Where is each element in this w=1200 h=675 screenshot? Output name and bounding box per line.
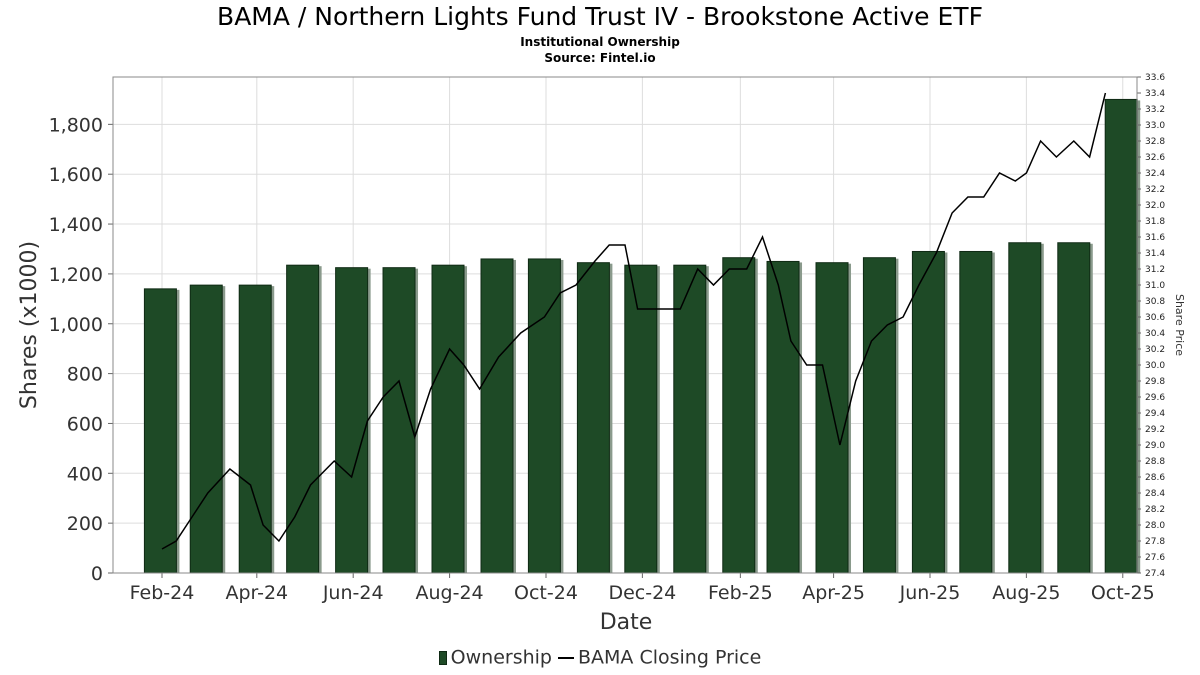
ownership-bar (480, 258, 514, 574)
ownership-bar (766, 260, 800, 574)
y-tick-label: 400 (67, 463, 103, 485)
y2-tick-label: 33.6 (1145, 73, 1165, 83)
y2-tick-label: 32.0 (1145, 201, 1165, 211)
y2-tick-label: 27.8 (1145, 537, 1165, 547)
ownership-bar (527, 258, 561, 574)
ownership-bar (238, 284, 272, 574)
axes: 0 200 400 600 800 1,000 1,200 1,400 1,600 1,800 Fe… (49, 73, 1166, 604)
y-tick-label: 1,000 (49, 314, 103, 336)
y2-axis-label: Share Price (1173, 294, 1186, 356)
y2-tick-label: 28.0 (1145, 521, 1165, 531)
x-tick-label: Dec-24 (608, 582, 676, 604)
price-line (161, 92, 1107, 550)
y-tick-label: 0 (91, 563, 103, 585)
ownership-bar (576, 262, 610, 574)
y-tick-label: 1,800 (49, 114, 103, 136)
y2-tick-label: 30.8 (1145, 297, 1165, 307)
price-line-group (161, 92, 1107, 550)
x-tick-label: Aug-24 (416, 582, 484, 604)
y2-tick-label: 27.4 (1145, 569, 1165, 579)
x-tick-label: Apr-25 (802, 582, 865, 604)
chart-source: Source: Fintel.io (544, 51, 656, 65)
plot-frame (112, 76, 1138, 574)
x-tick-label: Oct-25 (1091, 582, 1155, 604)
y-tick-label: 800 (67, 364, 103, 386)
ownership-bar (862, 257, 896, 574)
x-tick-label: Jun-24 (322, 582, 384, 604)
y2-tick-label: 30.0 (1145, 361, 1165, 371)
y2-tick-label: 28.8 (1145, 457, 1165, 467)
y2-tick-label: 31.0 (1145, 281, 1165, 291)
x-tick-label: Apr-24 (225, 582, 288, 604)
legend-price-swatch (558, 656, 574, 659)
y2-tick-label: 30.2 (1145, 345, 1165, 355)
ownership-bar (911, 250, 945, 574)
x-tick-label: Jun-25 (899, 582, 961, 604)
chart-title: BAMA / Northern Lights Fund Trust IV - B… (217, 2, 983, 31)
ownership-bar (431, 264, 465, 574)
y2-tick-label: 27.6 (1145, 553, 1165, 563)
ownership-bars (143, 98, 1141, 574)
y2-tick-label: 30.6 (1145, 313, 1165, 323)
y2-tick-label: 29.8 (1145, 377, 1165, 387)
y2-tick-label: 32.4 (1145, 169, 1165, 179)
y2-tick-label: 32.8 (1145, 137, 1165, 147)
y2-tick-label: 29.2 (1145, 425, 1165, 435)
y2-tick-label: 28.6 (1145, 473, 1165, 483)
ownership-bar (815, 262, 849, 574)
y2-tick-label: 28.4 (1145, 489, 1165, 499)
y2-tick-label: 31.8 (1145, 217, 1165, 227)
y2-tick-label: 28.2 (1145, 505, 1165, 515)
y2-tick-label: 31.2 (1145, 265, 1165, 275)
ownership-bar (624, 264, 658, 574)
y2-tick-label: 31.6 (1145, 233, 1165, 243)
y2-tick-label: 29.0 (1145, 441, 1165, 451)
ownership-bar (1008, 242, 1042, 574)
y-tick-label: 600 (67, 413, 103, 435)
ownership-bar (959, 250, 993, 574)
ownership-bar (673, 264, 707, 574)
ownership-bar (1057, 242, 1091, 574)
y-tick-label: 200 (67, 513, 103, 535)
ownership-bar (335, 267, 369, 574)
x-tick-label: Aug-25 (992, 582, 1060, 604)
y-tick-label: 1,400 (49, 214, 103, 236)
ownership-bar (1104, 98, 1138, 574)
y2-tick-label: 29.6 (1145, 393, 1165, 403)
ownership-bar (189, 284, 223, 574)
x-tick-label: Feb-24 (130, 582, 195, 604)
y2-tick-label: 30.4 (1145, 329, 1165, 339)
chart-subtitle: Institutional Ownership (520, 35, 680, 49)
y-tick-label: 1,600 (49, 164, 103, 186)
y2-tick-label: 29.4 (1145, 409, 1165, 419)
y-tick-label: 1,200 (49, 264, 103, 286)
y-axis-label: Shares (x1000) (17, 241, 42, 409)
x-axis-label: Date (600, 610, 653, 635)
y2-tick-label: 33.0 (1145, 121, 1165, 131)
x-tick-label: Feb-25 (708, 582, 773, 604)
legend-ownership-swatch (438, 650, 447, 665)
ownership-bar (143, 288, 177, 574)
ownership-bar (286, 264, 320, 574)
legend-price-label: BAMA Closing Price (578, 646, 762, 669)
y2-tick-label: 31.4 (1145, 249, 1165, 259)
x-tick-label: Oct-24 (514, 582, 578, 604)
chart-legend: Ownership BAMA Closing Price (0, 646, 1200, 669)
ownership-bar (722, 257, 756, 574)
y2-tick-label: 33.2 (1145, 105, 1165, 115)
y2-tick-label: 33.4 (1145, 89, 1165, 99)
y2-tick-label: 32.2 (1145, 185, 1165, 195)
legend-ownership-label: Ownership (450, 646, 552, 669)
y2-tick-label: 32.6 (1145, 153, 1165, 163)
